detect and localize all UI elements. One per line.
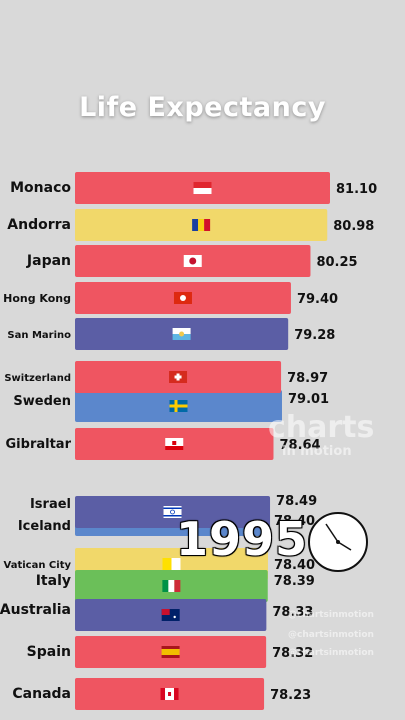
flag-part xyxy=(161,655,180,658)
value-label: 78.49 xyxy=(276,494,317,509)
flag-part xyxy=(169,404,188,408)
flag-part xyxy=(174,375,182,379)
flag-part xyxy=(170,509,175,515)
flag-part xyxy=(168,692,172,696)
flag-part xyxy=(198,219,205,231)
san-marino-flag xyxy=(172,328,191,340)
flag-part xyxy=(162,580,169,592)
flag-part xyxy=(160,688,166,700)
flag-part xyxy=(165,446,184,450)
flag-part xyxy=(162,558,172,570)
category-label: Israel xyxy=(30,497,71,512)
watermark-brand-top: charts xyxy=(268,410,375,445)
value-label: 78.64 xyxy=(279,438,320,453)
flag-part xyxy=(161,646,180,649)
chart-title: Life Expectancy xyxy=(79,92,326,123)
japan-flag xyxy=(183,255,202,267)
sweden-flag xyxy=(169,400,188,412)
italy-flag xyxy=(162,580,181,592)
value-label: 78.23 xyxy=(270,688,311,703)
year-label: 1995 xyxy=(176,512,309,566)
hong-kong-flag xyxy=(173,292,192,304)
andorra-flag xyxy=(192,219,211,231)
gibraltar-flag xyxy=(165,438,184,450)
flag-part xyxy=(189,257,197,265)
monaco-flag xyxy=(193,182,212,194)
category-label: Canada xyxy=(12,686,71,702)
value-label: 78.40 xyxy=(274,514,315,529)
category-label: Hong Kong xyxy=(3,292,71,305)
watermark-handle: @chartsinmotion xyxy=(288,610,374,620)
category-label: Monaco xyxy=(10,180,71,196)
flag-part xyxy=(204,219,211,231)
category-label: Italy xyxy=(36,573,71,589)
flag-part xyxy=(161,609,170,615)
category-label: Australia xyxy=(0,602,71,618)
israel-flag xyxy=(163,506,182,518)
australia-flag xyxy=(161,609,180,621)
category-label: Sweden xyxy=(13,394,71,409)
value-label: 78.39 xyxy=(274,574,315,589)
flag-part xyxy=(179,331,185,337)
category-label: Gibraltar xyxy=(6,437,72,452)
watermark-brand-bottom: in motion xyxy=(282,444,352,459)
value-label: 79.01 xyxy=(288,392,329,407)
canada-flag xyxy=(160,688,179,700)
clock-icon xyxy=(308,512,368,572)
value-label: 79.28 xyxy=(294,328,335,343)
category-label: San Marino xyxy=(7,330,71,341)
vatican-flag xyxy=(162,558,181,570)
value-label: 78.40 xyxy=(274,558,315,573)
watermark-handle: @chartsinmotion xyxy=(288,630,374,640)
flag-part xyxy=(168,580,175,592)
flag-part xyxy=(171,558,181,570)
value-label: 78.97 xyxy=(287,371,328,386)
value-label: 80.98 xyxy=(333,219,374,234)
flag-part xyxy=(161,649,180,655)
value-label: 81.10 xyxy=(336,182,377,197)
value-label: 78.32 xyxy=(272,646,313,661)
flag-part xyxy=(193,182,212,188)
category-label: Vatican City xyxy=(4,560,72,571)
flag-part xyxy=(172,441,177,445)
category-label: Andorra xyxy=(7,217,71,233)
flag-part xyxy=(193,188,212,194)
flag-part xyxy=(173,615,176,619)
flag-part xyxy=(163,507,182,509)
category-label: Iceland xyxy=(18,519,71,534)
switzerland-flag xyxy=(169,371,188,383)
spain-flag xyxy=(161,646,180,658)
category-label: Spain xyxy=(27,644,71,660)
value-label: 78.33 xyxy=(272,605,313,620)
flag-part xyxy=(174,580,181,592)
flag-part xyxy=(192,219,199,231)
flag-part xyxy=(163,515,182,517)
category-label: Switzerland xyxy=(4,373,71,384)
value-label: 79.40 xyxy=(297,292,338,307)
flag-part xyxy=(172,334,191,340)
category-label: Japan xyxy=(26,253,71,269)
watermark-handle: @chartsinmotion xyxy=(288,648,374,658)
flag-part xyxy=(174,688,179,700)
value-label: 80.25 xyxy=(316,255,357,270)
flag-part xyxy=(179,295,186,301)
flag-part xyxy=(172,328,191,334)
